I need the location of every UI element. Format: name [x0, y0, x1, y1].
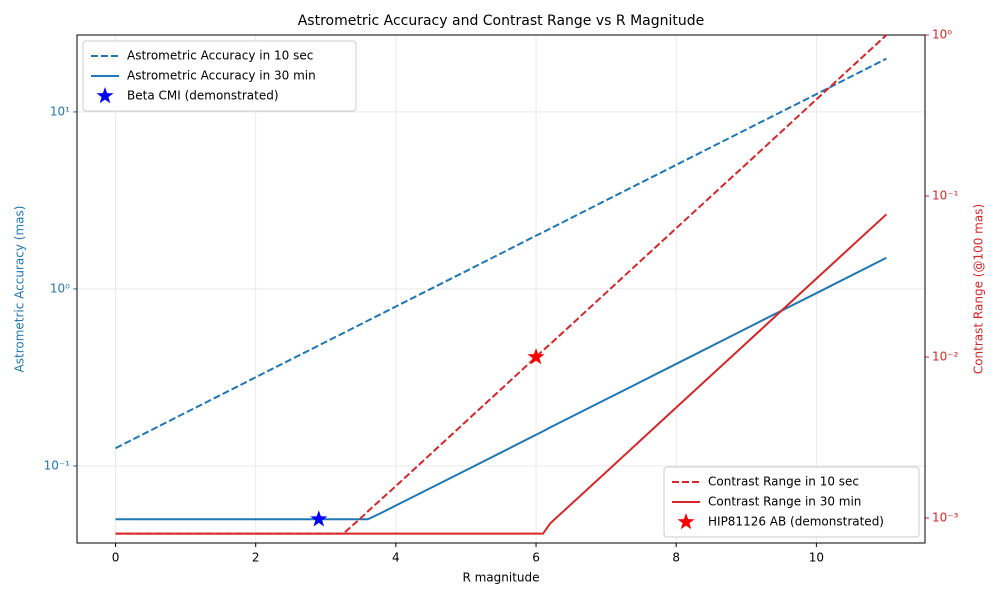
legend: Astrometric Accuracy in 10 sec Astrometri… [82, 40, 357, 112]
legend-box [663, 466, 920, 538]
chart-title: Astrometric Accuracy and Contrast Range … [298, 13, 705, 29]
x-tick-label: 8 [672, 551, 680, 565]
x-tick-label: 0 [112, 551, 120, 565]
x-tick-label: 6 [532, 551, 540, 565]
x-axis-label: R magnitude [462, 571, 539, 585]
legend-label: Contrast Range in 10 sec [708, 475, 859, 489]
y-tick-label: 10⁻¹ [44, 458, 71, 472]
legend-label: Astrometric Accuracy in 10 sec [127, 49, 313, 63]
star-marker [527, 348, 545, 365]
legend-swatch [96, 87, 114, 104]
y-tick-label: 10⁰ [50, 281, 70, 295]
legend-label: Beta CMI (demonstrated) [127, 89, 279, 103]
y2-tick-label: 10⁰ [932, 28, 952, 42]
y2-axis-label: Contrast Range (@100 mas) [972, 204, 986, 374]
x-tick-label: 4 [392, 551, 400, 565]
y2-tick-label: 10⁻³ [932, 511, 959, 525]
legend-swatch [677, 513, 695, 530]
y-tick-label: 10¹ [50, 104, 70, 118]
series-line [115, 57, 887, 450]
x-tick-label: 10 [809, 551, 824, 565]
y2-tick-label: 10⁻² [932, 350, 959, 364]
star-marker [310, 510, 328, 527]
x-tick-label: 2 [252, 551, 260, 565]
legend-label: Contrast Range in 30 min [708, 495, 861, 509]
legend-label: Astrometric Accuracy in 30 min [127, 69, 316, 83]
y2-tick-label: 10⁻¹ [932, 189, 959, 203]
series-line [115, 34, 888, 535]
legend-label: HIP81126 AB (demonstrated) [708, 515, 884, 529]
legend-box [82, 40, 357, 112]
y-axis-label: Astrometric Accuracy (mas) [13, 206, 27, 373]
series-line [115, 213, 888, 535]
plot-frame [76, 34, 926, 544]
legend: Contrast Range in 10 sec Contrast Range i… [663, 466, 920, 538]
